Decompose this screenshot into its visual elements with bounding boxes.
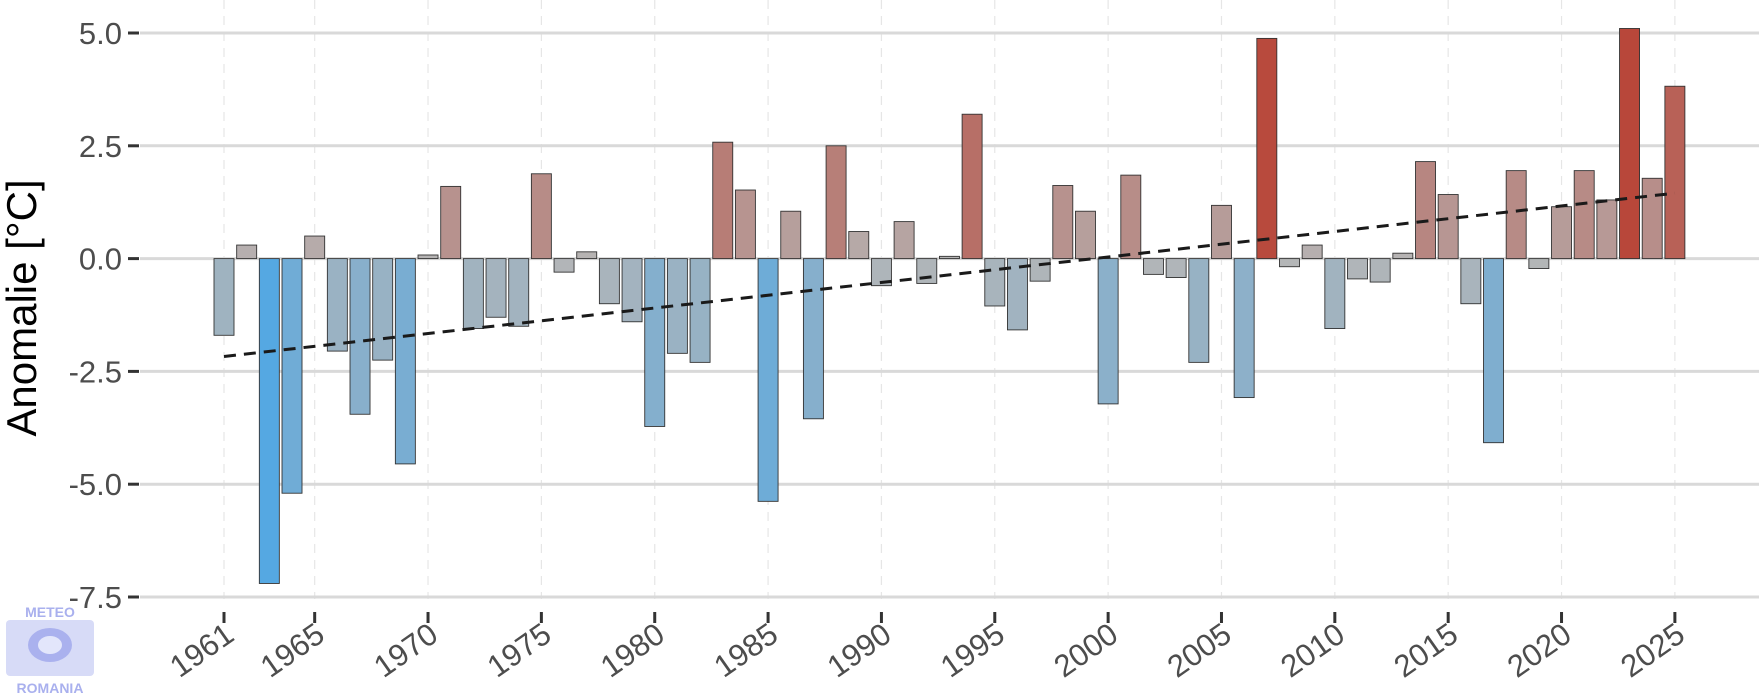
bar-2011: [1347, 258, 1368, 280]
x-axis: 1961 1965 1970 1975 1980 1985 1990 1995 2000 2005…: [163, 612, 1691, 684]
bar-2000: [1097, 258, 1119, 405]
y-tick-label: -5.0: [69, 467, 122, 502]
y-axis: 5.0 2.5 0.0 -2.5 -5.0 -7.5: [69, 16, 139, 615]
bar-1998: [1052, 185, 1074, 260]
logo-top-text: METEO: [25, 604, 75, 620]
meteo-romania-logo: METEO ROMANIA: [6, 604, 94, 695]
bar-1967: [349, 258, 371, 415]
bar-1999: [1075, 210, 1096, 260]
bar-1986: [780, 210, 802, 260]
bar-2015: [1437, 194, 1459, 260]
bars: [213, 28, 1686, 584]
y-axis-label: Anomalie [°C]: [0, 179, 45, 436]
bar-1984: [734, 189, 756, 260]
bar-1990: [870, 258, 892, 287]
x-tick-label: 1995: [934, 616, 1011, 684]
x-tick-label: 2005: [1161, 616, 1238, 684]
bar-1962: [236, 244, 258, 260]
bar-2009: [1301, 244, 1323, 260]
bar-1992: [916, 258, 938, 284]
bar-1988: [825, 145, 847, 260]
bar-2020: [1551, 206, 1572, 260]
bar-2002: [1143, 258, 1164, 275]
bar-2024: [1641, 177, 1663, 260]
bar-1975: [530, 173, 552, 260]
y-tick-label: -2.5: [69, 354, 122, 389]
y-tick-label: 0.0: [79, 242, 122, 277]
bar-1996: [1007, 258, 1028, 331]
bar-2018: [1505, 170, 1527, 260]
bar-1989: [848, 231, 870, 260]
x-tick-label: 2015: [1388, 616, 1465, 684]
bar-1982: [689, 258, 711, 363]
bar-1969: [394, 258, 416, 465]
bar-1979: [621, 258, 643, 323]
bar-1965: [304, 235, 326, 260]
logo-bottom-text: ROMANIA: [17, 680, 84, 695]
bar-1970: [417, 254, 439, 260]
x-tick-label: 1970: [367, 616, 444, 684]
bar-2017: [1483, 258, 1504, 444]
bar-1968: [372, 258, 394, 361]
bar-1972: [462, 258, 484, 329]
x-tick-label: 1965: [254, 616, 331, 684]
bar-2003: [1165, 258, 1187, 279]
bar-2006: [1233, 258, 1255, 399]
bar-1993: [938, 255, 960, 260]
bar-1985: [757, 258, 779, 502]
bar-1973: [485, 258, 507, 318]
bar-1983: [712, 141, 734, 260]
bar-1987: [802, 258, 824, 420]
bar-1980: [644, 258, 666, 427]
bar-1977: [576, 251, 598, 260]
bar-1961: [213, 258, 235, 336]
y-tick-label: 5.0: [79, 16, 122, 51]
bar-2010: [1324, 258, 1346, 329]
x-tick-label: 1980: [594, 616, 671, 684]
x-tick-label: 1975: [481, 616, 558, 684]
x-tick-label: 2025: [1614, 616, 1691, 684]
bar-2004: [1188, 258, 1210, 363]
x-tick-label: 1985: [708, 616, 785, 684]
bar-2008: [1279, 258, 1300, 268]
bar-2023: [1619, 28, 1640, 260]
x-tick-label: 1961: [163, 616, 240, 684]
y-tick-label: -7.5: [69, 580, 122, 615]
x-tick-label: 1990: [821, 616, 898, 684]
bar-1971: [440, 185, 462, 260]
bar-1963: [258, 258, 280, 584]
bar-1966: [326, 258, 348, 352]
bar-2025: [1664, 85, 1686, 260]
trend-line: [223, 191, 1676, 359]
bar-2012: [1369, 258, 1391, 283]
bar-2001: [1120, 174, 1142, 260]
bar-2013: [1392, 252, 1414, 260]
bar-2019: [1528, 258, 1550, 269]
bar-1997: [1029, 258, 1051, 282]
x-tick-label: 2010: [1274, 616, 1351, 684]
x-tick-label: 2000: [1048, 616, 1125, 684]
bar-1978: [598, 258, 620, 305]
bar-1991: [893, 221, 915, 260]
bar-2005: [1211, 204, 1232, 260]
x-tick-label: 2020: [1501, 616, 1578, 684]
bar-2021: [1573, 170, 1595, 260]
bar-2016: [1460, 258, 1482, 305]
y-tick-label: 2.5: [79, 129, 122, 164]
bar-1976: [553, 258, 575, 273]
bar-1964: [281, 258, 303, 494]
bar-2014: [1415, 161, 1436, 260]
bar-1995: [984, 258, 1006, 307]
bar-1974: [508, 258, 530, 327]
bar-1994: [961, 113, 983, 260]
bar-2022: [1596, 199, 1618, 260]
bar-2007: [1256, 37, 1278, 260]
